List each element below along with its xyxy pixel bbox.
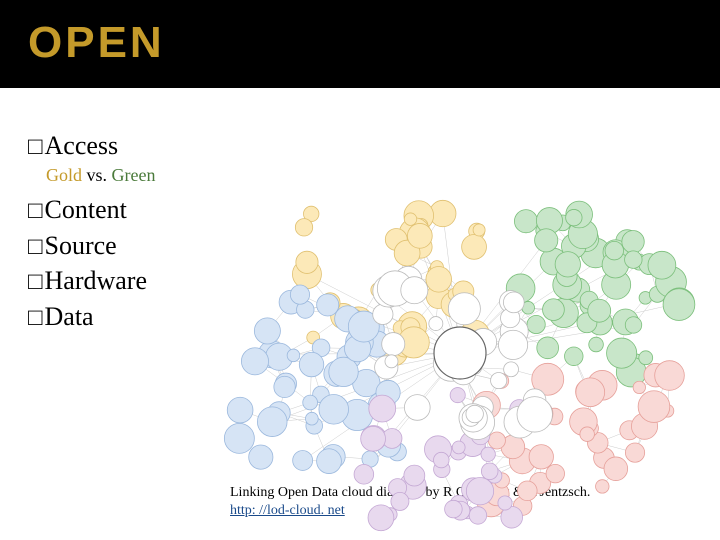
bullet-label: Access [45,131,119,160]
bullet-label: Source [45,231,117,260]
title-bar: OPEN [0,0,720,88]
gold-text: Gold [46,165,82,185]
bullet-data: Data [28,299,692,334]
page-title: OPEN [28,18,692,68]
green-text: Green [112,165,156,185]
bullet-content: Content [28,192,692,227]
sub-gold-green: Gold vs. Green [46,165,692,186]
bullet-label: Hardware [45,266,148,295]
bullet-list: Access Gold vs. Green Content Source Har… [28,128,692,334]
bullet-label: Content [45,195,127,224]
vs-text: vs. [82,165,112,185]
content-area: Access Gold vs. Green Content Source Har… [0,88,720,538]
bullet-label: Data [45,302,94,331]
bullet-hardware: Hardware [28,263,692,298]
bullet-source: Source [28,228,692,263]
bullet-access: Access [28,128,692,163]
